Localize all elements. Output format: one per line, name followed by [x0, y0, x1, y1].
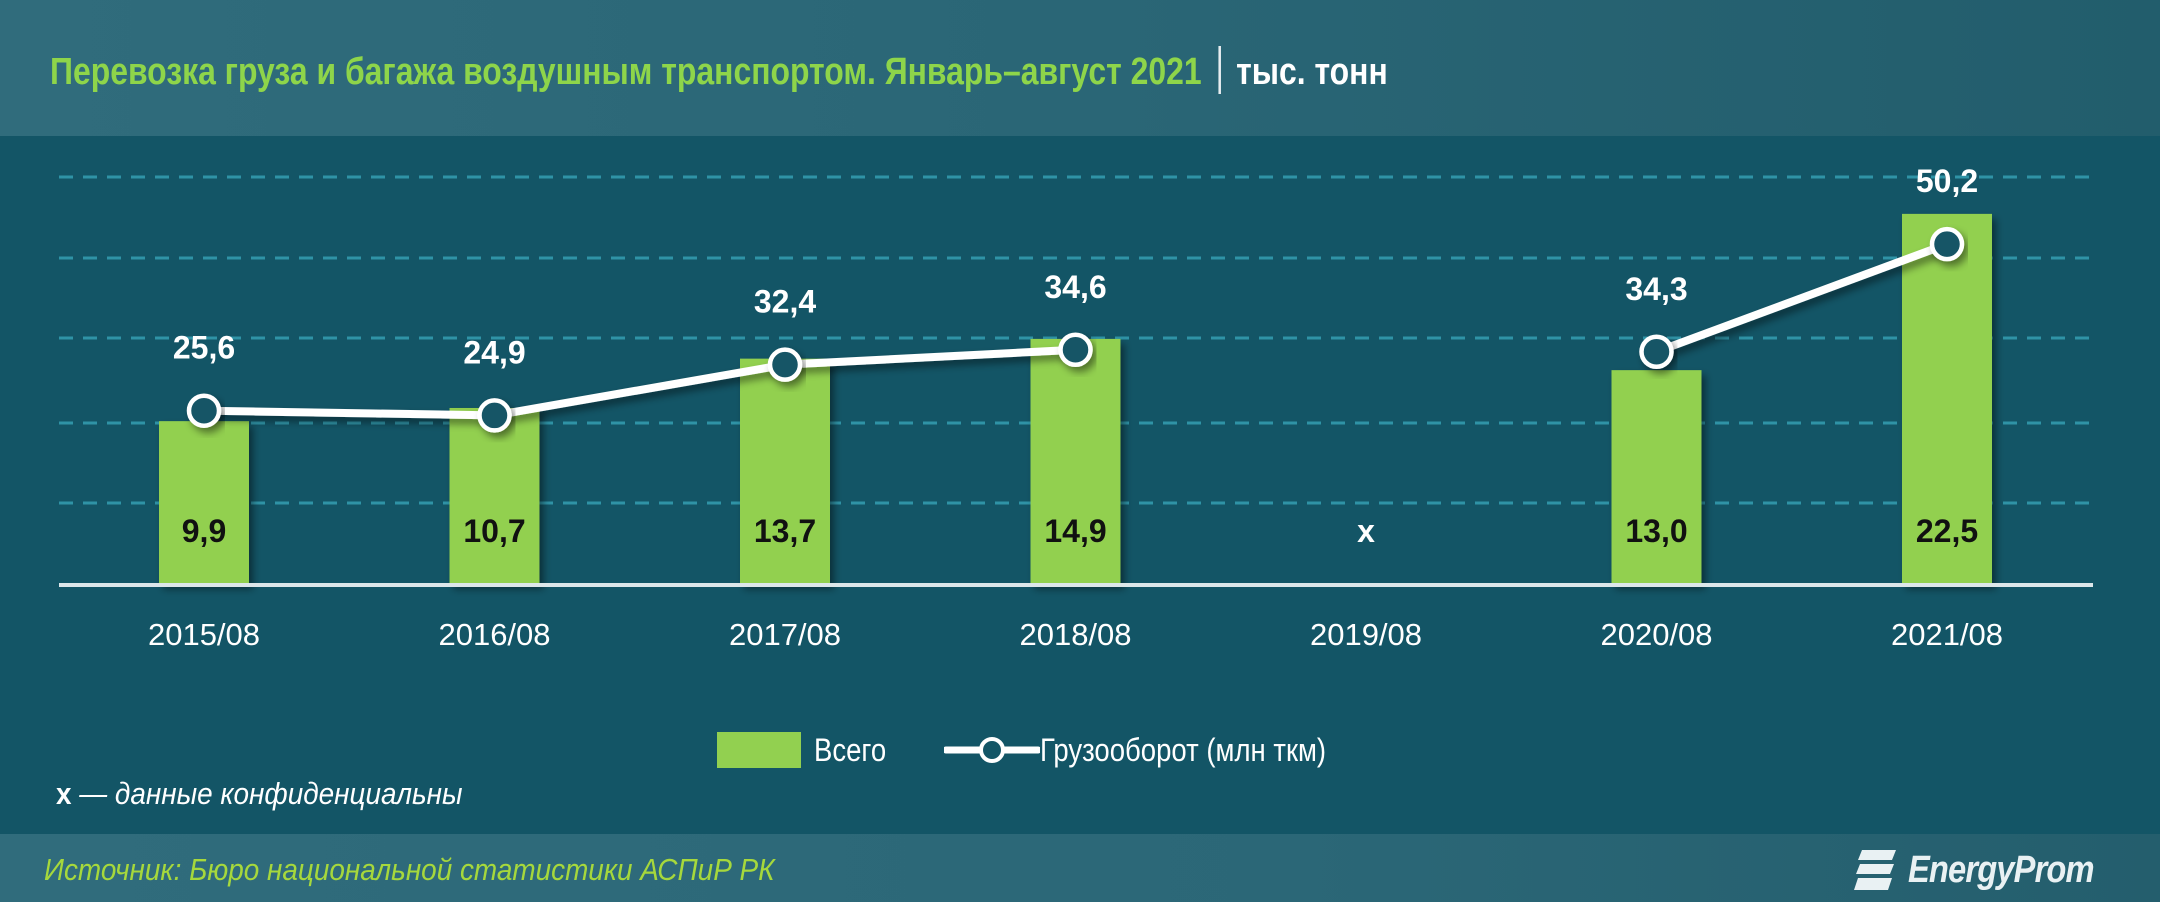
legend: Всего Грузооборот (млн ткм)	[717, 729, 1373, 771]
bar-value-label: 22,5	[1916, 513, 1978, 549]
bar-value-label: 13,7	[754, 513, 816, 549]
x-axis-label: 2015/08	[148, 617, 260, 652]
legend-line-label: Грузооборот (млн ткм)	[1040, 731, 1327, 768]
line-marker	[1639, 334, 1674, 370]
x-axis-label: 2019/08	[1310, 617, 1422, 652]
source-text: Источник: Бюро национальной статистики А…	[44, 852, 775, 887]
line-marker	[186, 393, 222, 428]
line-series	[1655, 240, 1949, 356]
bar-2015/08	[159, 421, 249, 584]
legend-bar-swatch	[717, 732, 801, 768]
bar-value-label: 9,9	[182, 513, 226, 549]
x-axis-label: 2021/08	[1891, 617, 2003, 652]
title-separator	[1218, 46, 1221, 94]
energyprom-logo-icon	[1854, 850, 1897, 890]
combo-chart: 9,9 2015/08 10,7 2016/08 13,7 2017/08 14,9 2018…	[59, 163, 2093, 652]
bar-value-label: 10,7	[463, 513, 525, 549]
line-marker	[1929, 226, 1965, 262]
bar-2020/08	[1611, 370, 1702, 584]
line-value-label: 34,3	[1625, 271, 1687, 307]
line-value-label: 25,6	[173, 330, 235, 366]
line-value-label: 32,4	[754, 284, 816, 320]
x-axis-label: 2020/08	[1600, 617, 1712, 652]
unit-label: тыс. тонн	[1236, 51, 1388, 93]
line-value-label: 24,9	[463, 334, 525, 370]
title-text: Перевозка груза и багажа воздушным транс…	[50, 51, 1202, 93]
confidential-mark: x	[1357, 513, 1375, 549]
bar-2017/08	[740, 358, 830, 584]
footer-bar: Источник: Бюро национальной статистики А…	[0, 834, 2160, 902]
brand-name: EnergyProm	[1908, 848, 2095, 891]
line-marker	[477, 398, 512, 433]
line-value-label: 50,2	[1916, 163, 1978, 199]
x-axis-label: 2016/08	[438, 617, 550, 652]
brand-logo: EnergyProm	[1852, 846, 2124, 894]
bar-value-label: 14,9	[1044, 513, 1106, 549]
footnote: x — данные конфиденциальны	[56, 776, 463, 812]
bar-value-label: 13,0	[1625, 513, 1687, 549]
x-axis-label: 2017/08	[729, 617, 841, 652]
bar-2018/08	[1030, 338, 1121, 584]
line-marker	[1058, 332, 1093, 368]
footnote-symbol: x	[56, 776, 72, 811]
footnote-text: — данные конфиденциальны	[71, 776, 463, 811]
chart-area: 9,9 2015/08 10,7 2016/08 13,7 2017/08 14,9 2018…	[0, 136, 2160, 834]
chart-title: Перевозка груза и багажа воздушным транс…	[50, 46, 1388, 94]
bar-2016/08	[449, 407, 540, 584]
header-bar: Перевозка груза и багажа воздушным транс…	[0, 0, 2160, 136]
line-series	[203, 345, 1076, 420]
bar-2021/08	[1902, 213, 1992, 584]
legend-bar-label: Всего	[814, 731, 887, 768]
legend-line-marker-icon	[942, 729, 1042, 771]
line-value-label: 34,6	[1044, 269, 1106, 305]
x-axis-label: 2018/08	[1019, 617, 1131, 652]
line-marker	[767, 347, 803, 382]
